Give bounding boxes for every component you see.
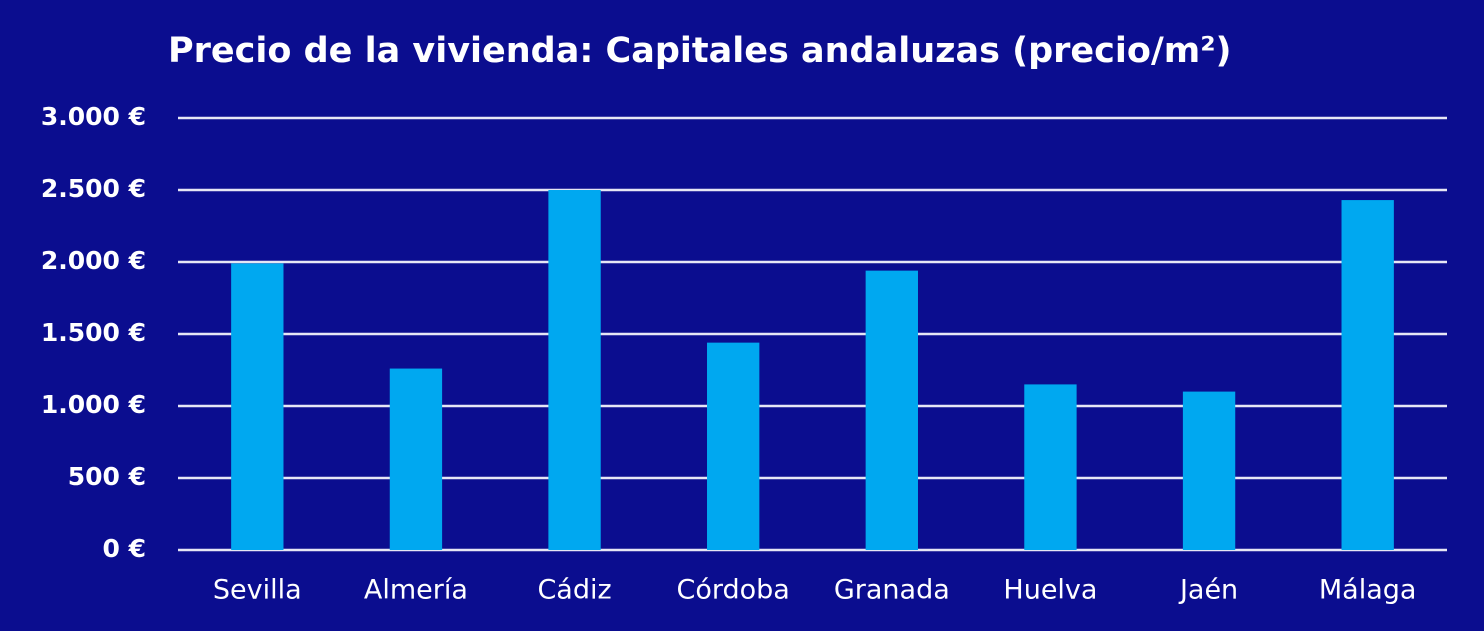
y-tick-label: 2.500 €	[41, 174, 146, 203]
y-tick-label: 3.000 €	[41, 102, 146, 131]
x-tick-label: Jaén	[1178, 575, 1238, 606]
bar	[1024, 384, 1077, 550]
x-tick-label: Sevilla	[213, 575, 302, 606]
bar	[231, 263, 284, 550]
bar	[1341, 200, 1394, 550]
bar	[548, 190, 601, 550]
bar	[1182, 391, 1236, 550]
x-tick-label: Almería	[364, 575, 468, 606]
y-tick-label: 0 €	[103, 534, 147, 563]
y-tick-label: 1.000 €	[41, 390, 146, 419]
x-tick-label: Granada	[834, 575, 950, 606]
bar	[707, 342, 760, 550]
x-tick-label: Málaga	[1319, 575, 1417, 606]
bar	[865, 270, 918, 550]
y-tick-label: 1.500 €	[41, 318, 146, 347]
bar	[389, 368, 443, 550]
x-tick-label: Córdoba	[677, 575, 790, 606]
x-tick-label: Huelva	[1003, 575, 1097, 606]
y-tick-label: 500 €	[68, 462, 146, 491]
chart-title: Precio de la vivienda: Capitales andaluz…	[168, 31, 1232, 71]
y-tick-label: 2.000 €	[41, 246, 146, 275]
x-tick-label: Cádiz	[537, 575, 611, 606]
